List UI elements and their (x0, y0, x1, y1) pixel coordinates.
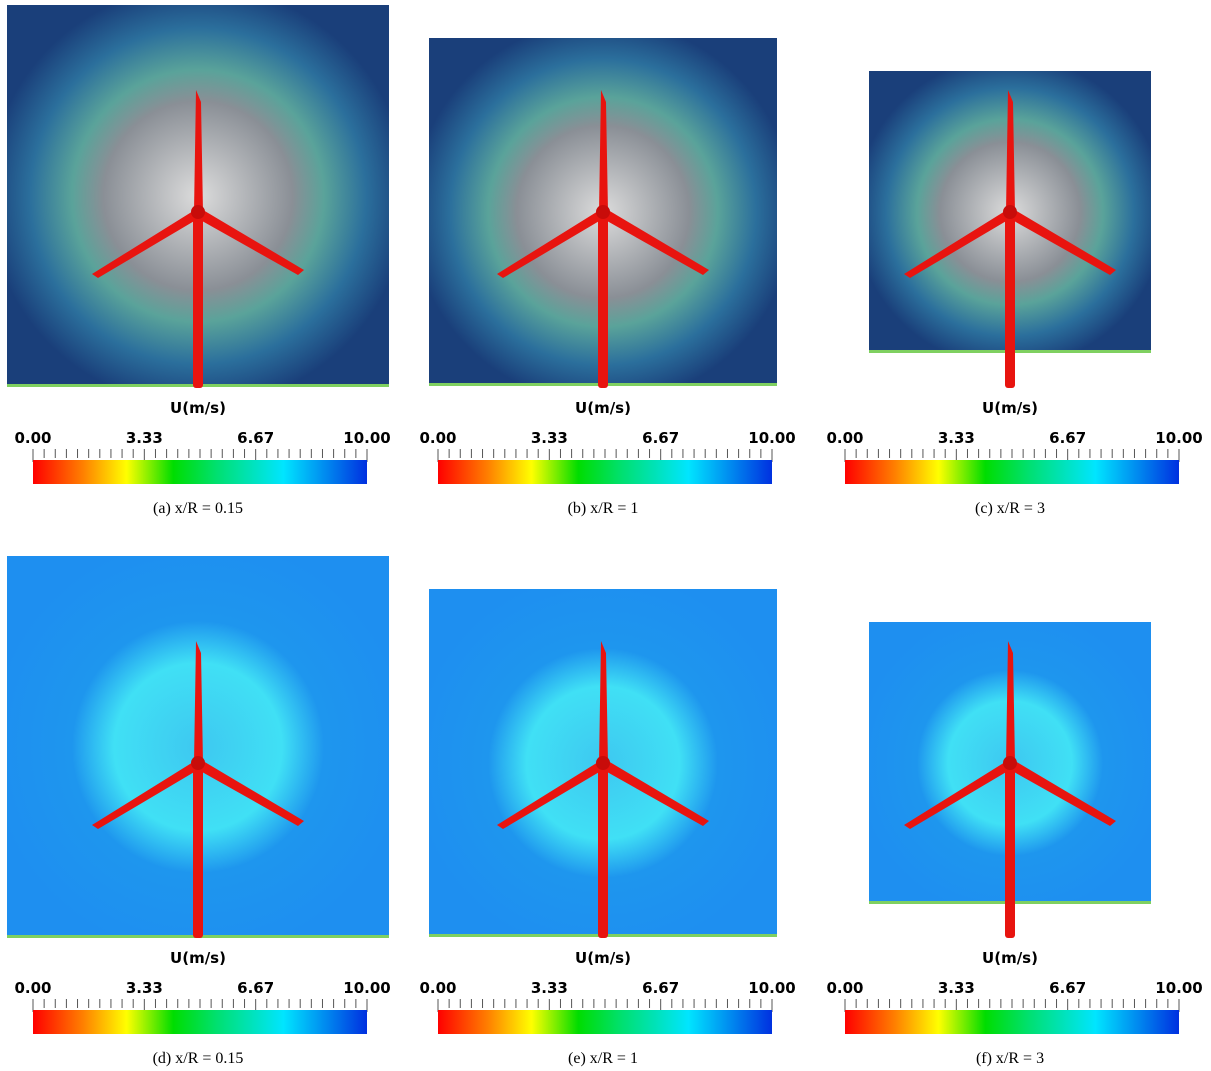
colorbar-tick-label: 3.33 (531, 429, 568, 447)
colorbar-tick-label: 10.00 (748, 979, 795, 997)
figure: U(m/s) 0.00 3.33 6.67 10.00 (a) x/R = 0.15 U(m… (0, 0, 1211, 1071)
colorbar-tick-label: 6.67 (1049, 429, 1086, 447)
colorbar-tick-label: 3.33 (531, 979, 568, 997)
colorbar-title: U(m/s) (575, 949, 631, 967)
caption: (b) x/R = 1 (568, 500, 639, 517)
colorbar (33, 1010, 367, 1034)
hub (1003, 756, 1017, 770)
colorbar-tick-label: 10.00 (343, 429, 390, 447)
colorbar-tick-label: 3.33 (126, 979, 163, 997)
caption: (c) x/R = 3 (975, 500, 1045, 517)
colorbar-title: U(m/s) (982, 399, 1038, 417)
caption: (e) x/R = 1 (568, 1050, 638, 1067)
colorbar-tick-label: 0.00 (826, 429, 863, 447)
colorbar-tick-label: 6.67 (642, 429, 679, 447)
hub (191, 756, 205, 770)
colorbar-tick-label: 3.33 (126, 429, 163, 447)
colorbar (438, 1010, 772, 1034)
colorbar (438, 460, 772, 484)
hub (1003, 205, 1017, 219)
tower (598, 212, 608, 388)
colorbar-tick-label: 3.33 (938, 979, 975, 997)
colorbar-tick-label: 6.67 (237, 429, 274, 447)
hub (596, 205, 610, 219)
page: {"panels": [ {"colorbar": {"title": "U(m… (0, 0, 1211, 1071)
colorbar-tick-label: 0.00 (419, 979, 456, 997)
tower (1005, 212, 1015, 388)
colorbar-tick-label: 3.33 (938, 429, 975, 447)
caption: (a) x/R = 0.15 (153, 500, 243, 517)
colorbar-tick-label: 6.67 (1049, 979, 1086, 997)
colorbar-tick-label: 0.00 (14, 979, 51, 997)
colorbar-tick-label: 10.00 (1155, 429, 1202, 447)
colorbar-tick-label: 0.00 (14, 429, 51, 447)
hub (191, 205, 205, 219)
caption: (d) x/R = 0.15 (153, 1050, 244, 1067)
colorbar-tick-label: 0.00 (419, 429, 456, 447)
colorbar-tick-label: 10.00 (748, 429, 795, 447)
colorbar-tick-label: 6.67 (642, 979, 679, 997)
hub (596, 756, 610, 770)
colorbar-title: U(m/s) (982, 949, 1038, 967)
caption: (f) x/R = 3 (976, 1050, 1044, 1067)
colorbar-title: U(m/s) (170, 949, 226, 967)
colorbar-tick-label: 10.00 (1155, 979, 1202, 997)
colorbar (845, 460, 1179, 484)
colorbar-title: U(m/s) (170, 399, 226, 417)
colorbar-tick-label: 0.00 (826, 979, 863, 997)
colorbar (845, 1010, 1179, 1034)
tower (193, 763, 203, 938)
colorbar-title: U(m/s) (575, 399, 631, 417)
colorbar-tick-label: 6.67 (237, 979, 274, 997)
tower (193, 212, 203, 388)
tower (1005, 763, 1015, 938)
colorbar-tick-label: 10.00 (343, 979, 390, 997)
tower (598, 763, 608, 938)
colorbar (33, 460, 367, 484)
